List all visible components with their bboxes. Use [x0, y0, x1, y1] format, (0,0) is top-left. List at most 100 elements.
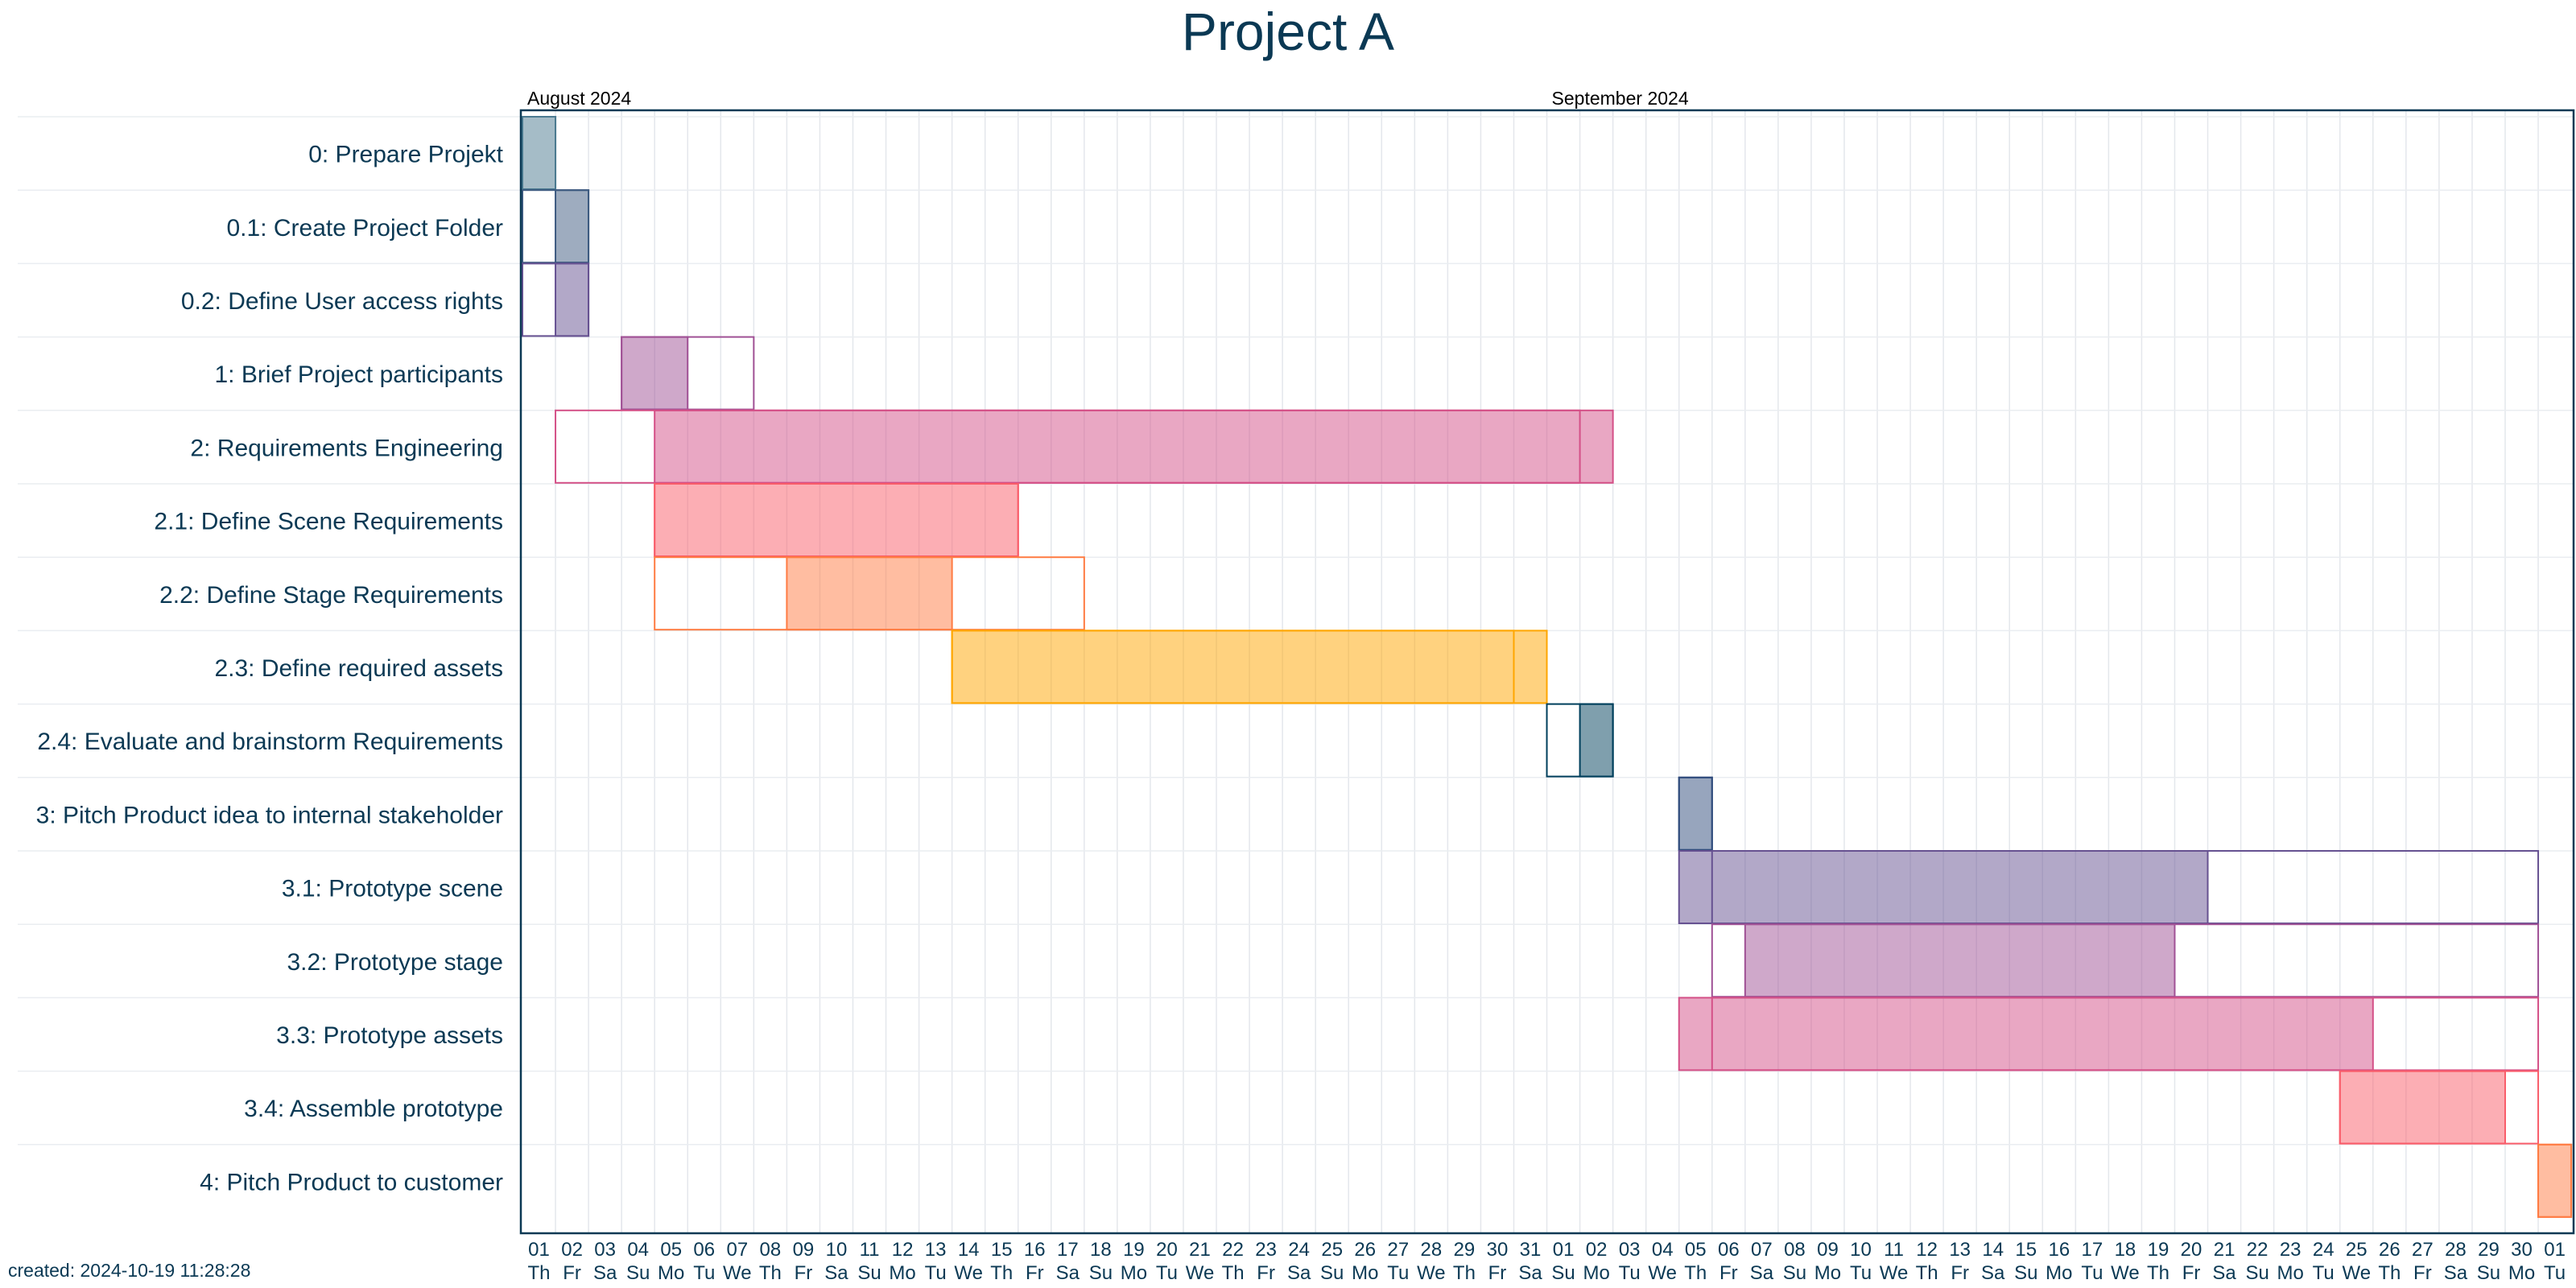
weekday-label: Tu	[1387, 1262, 1409, 1284]
weekday-label: We	[954, 1262, 983, 1284]
day-number-label: 11	[1884, 1239, 1904, 1261]
weekday-label: Tu	[2313, 1262, 2334, 1284]
task-bar-group	[1678, 997, 2540, 1071]
day-number-label: 14	[958, 1239, 980, 1261]
weekday-label: Fr	[1719, 1262, 1738, 1284]
day-number-label: 09	[793, 1239, 815, 1261]
day-number-label: 18	[2115, 1239, 2136, 1261]
day-number-label: 24	[1288, 1239, 1310, 1261]
day-number-label: 06	[1718, 1239, 1740, 1261]
weekday-label: Th	[2378, 1262, 2401, 1284]
day-number-label: 04	[1652, 1239, 1674, 1261]
task-bars	[522, 116, 2573, 1218]
weekday-label: Su	[2477, 1262, 2500, 1284]
weekday-label: We	[1648, 1262, 1677, 1284]
day-number-label: 12	[892, 1239, 914, 1261]
day-number-label: 22	[1222, 1239, 1244, 1261]
progress-bar	[951, 630, 1548, 704]
task-bar-group	[621, 336, 755, 411]
day-number-label: 27	[1387, 1239, 1409, 1261]
day-number-label: 05	[1685, 1239, 1707, 1261]
task-label: 3.4: Assemble prototype	[244, 1096, 503, 1122]
task-bar-group	[654, 556, 1085, 631]
month-label: September 2024	[1552, 88, 1689, 109]
day-number-label: 02	[561, 1239, 583, 1261]
date-axis: August 2024 September 202401Th02Fr03Sa04S…	[527, 88, 2566, 1284]
weekday-label: Sa	[1518, 1262, 1542, 1284]
weekday-label: Mo	[1583, 1262, 1609, 1284]
day-number-label: 19	[1123, 1239, 1145, 1261]
day-number-label: 23	[2280, 1239, 2301, 1261]
weekday-label: Tu	[693, 1262, 715, 1284]
weekday-label: Fr	[1951, 1262, 1969, 1284]
progress-bar	[2537, 1143, 2573, 1218]
day-number-label: 21	[1189, 1239, 1211, 1261]
progress-bar	[1678, 776, 1713, 851]
weekday-label: Th	[2147, 1262, 2169, 1284]
day-number-label: 10	[1850, 1239, 1872, 1261]
day-number-label: 01	[1553, 1239, 1575, 1261]
progress-bar	[522, 116, 557, 190]
weekday-label: Fr	[2413, 1262, 2432, 1284]
task-label: 0.2: Define User access rights	[181, 288, 503, 315]
day-number-label: 27	[2412, 1239, 2434, 1261]
weekday-label: Sa	[1750, 1262, 1774, 1284]
weekday-label: Mo	[2508, 1262, 2535, 1284]
weekday-label: We	[1186, 1262, 1215, 1284]
weekday-label: Sa	[1981, 1262, 2005, 1284]
weekday-label: Th	[1222, 1262, 1245, 1284]
day-number-label: 30	[1487, 1239, 1509, 1261]
task-bar-group	[522, 116, 557, 190]
progress-bar	[555, 189, 590, 264]
weekday-label: Su	[626, 1262, 650, 1284]
weekday-label: Tu	[1850, 1262, 1872, 1284]
weekday-label: We	[1417, 1262, 1446, 1284]
day-number-label: 18	[1090, 1239, 1112, 1261]
day-number-label: 16	[2048, 1239, 2070, 1261]
task-label: 3.3: Prototype assets	[276, 1022, 503, 1049]
weekday-label: Fr	[795, 1262, 813, 1284]
day-number-label: 31	[1520, 1239, 1542, 1261]
day-number-label: 05	[660, 1239, 682, 1261]
day-number-label: 08	[1784, 1239, 1806, 1261]
progress-bar	[654, 409, 1614, 484]
task-bar-group	[522, 262, 590, 337]
task-bar-group	[1546, 703, 1614, 778]
day-number-label: 02	[1586, 1239, 1608, 1261]
task-label: 2: Requirements Engineering	[190, 435, 503, 461]
task-bar-group	[1678, 776, 1713, 851]
progress-bar	[1579, 703, 1614, 778]
day-number-label: 01	[528, 1239, 550, 1261]
day-number-label: 13	[925, 1239, 947, 1261]
weekday-label: Su	[2245, 1262, 2268, 1284]
day-number-label: 26	[1354, 1239, 1376, 1261]
day-number-label: 28	[1421, 1239, 1443, 1261]
day-number-label: 22	[2247, 1239, 2268, 1261]
task-label: 3.1: Prototype scene	[282, 876, 503, 902]
weekday-label: Tu	[2544, 1262, 2566, 1284]
weekday-label: Sa	[2444, 1262, 2468, 1284]
weekday-label: Fr	[563, 1262, 581, 1284]
weekday-label: Mo	[1814, 1262, 1841, 1284]
task-label: 1: Brief Project participants	[215, 361, 504, 388]
task-bar-group	[654, 483, 1019, 557]
task-bar-group	[1711, 923, 2540, 998]
day-number-label: 09	[1817, 1239, 1839, 1261]
progress-bar	[1744, 923, 2176, 998]
progress-bar	[786, 556, 953, 631]
weekday-label: Mo	[658, 1262, 684, 1284]
progress-bar	[1678, 850, 2209, 924]
weekday-label: Fr	[1488, 1262, 1507, 1284]
day-number-label: 23	[1255, 1239, 1277, 1261]
day-number-label: 03	[594, 1239, 616, 1261]
weekday-label: Fr	[1257, 1262, 1275, 1284]
day-number-label: 20	[1156, 1239, 1178, 1261]
day-number-label: 07	[1751, 1239, 1773, 1261]
weekday-label: Mo	[1352, 1262, 1378, 1284]
weekday-label: We	[1880, 1262, 1909, 1284]
task-bar-group	[2339, 1070, 2540, 1145]
weekday-label: Fr	[2182, 1262, 2201, 1284]
task-bar-group	[555, 409, 1614, 484]
task-bar-group	[522, 189, 590, 264]
